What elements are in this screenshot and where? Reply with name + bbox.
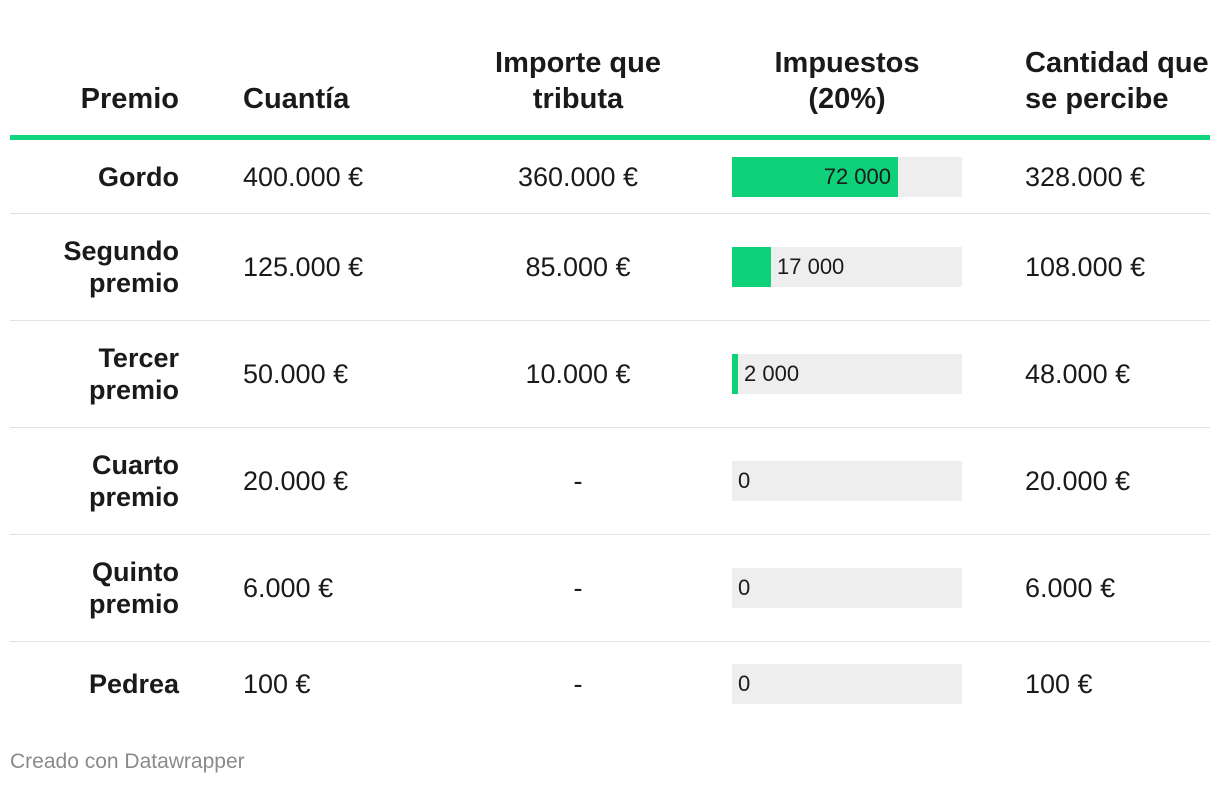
cell-cuantia: 20.000 € xyxy=(243,466,349,496)
cell-premio-line: premio xyxy=(88,375,179,405)
header-cantidad-line-1: Cantidad que xyxy=(1025,47,1209,79)
impuestos-bar xyxy=(732,156,898,197)
table-row: Segundo premio 125.000 € 85.000 € 17 000 108.… xyxy=(10,214,1210,321)
table-row: Quinto premio 6.000 € - 0 6.000 € xyxy=(10,535,1210,642)
footer-credit[interactable]: Creado con Datawrapper xyxy=(10,750,245,773)
cell-importe: 85.000 € xyxy=(525,252,631,282)
cell-cantidad: 108.000 € xyxy=(1025,252,1146,282)
cell-premio-line: premio xyxy=(88,589,179,619)
cell-premio-line: Pedrea xyxy=(88,669,179,699)
impuestos-bar-track: 0 xyxy=(732,568,962,608)
impuestos-bar-track: 2 000 xyxy=(732,354,962,394)
table-row: Tercer premio 50.000 € 10.000 € 2 000 48.000 … xyxy=(10,321,1210,428)
cell-importe: 10.000 € xyxy=(525,359,631,389)
cell-cantidad: 328.000 € xyxy=(1025,161,1146,192)
header-impuestos-line-2: (20%) xyxy=(808,83,886,115)
cell-premio-line: Gordo xyxy=(98,161,179,192)
cell-importe: - xyxy=(573,466,583,496)
cell-cuantia: 50.000 € xyxy=(243,359,349,389)
impuestos-bar-label: 0 xyxy=(738,575,751,600)
impuestos-bar-label: 72 000 xyxy=(823,163,891,189)
cell-cuantia: 125.000 € xyxy=(243,252,364,282)
table-row: Cuarto premio 20.000 € - 0 20.000 € xyxy=(10,428,1210,535)
table-body: Gordo 400.000 € 360.000 € 72 000 328.000 € Se… xyxy=(10,140,1210,726)
table-header: Premio Cuantía Importe que tributa Impue… xyxy=(10,40,1210,140)
header-importe-line-2: tributa xyxy=(532,83,624,115)
header-impuestos-line-1: Impuestos xyxy=(774,47,920,79)
cell-premio: Tercer premio xyxy=(0,342,179,406)
header-importe-line-1: Importe que xyxy=(495,47,661,79)
cell-premio-line: Segundo xyxy=(63,236,180,266)
cell-premio: Quinto premio xyxy=(0,556,179,620)
cell-cantidad: 6.000 € xyxy=(1025,573,1116,603)
header-importe: Importe que tributa xyxy=(478,45,678,117)
impuestos-bar-label: 0 xyxy=(738,671,751,696)
impuestos-bar-track: 0 xyxy=(732,461,962,501)
cell-premio-line: Tercer xyxy=(98,343,179,373)
cell-importe: - xyxy=(573,669,583,699)
cell-premio: Gordo xyxy=(0,161,179,193)
header-cantidad: Cantidad que se percibe xyxy=(1025,45,1215,117)
table-row: Pedrea 100 € - 0 100 € xyxy=(10,642,1210,726)
header-cantidad-line-2: se percibe xyxy=(1025,83,1169,115)
header-premio: Premio xyxy=(0,81,179,117)
header-impuestos: Impuestos (20%) xyxy=(747,45,947,117)
cell-importe: 360.000 € xyxy=(517,161,639,192)
impuestos-bar xyxy=(732,247,771,287)
header-premio-line: Premio xyxy=(80,83,179,115)
cell-cuantia: 6.000 € xyxy=(243,573,334,603)
impuestos-bar-label: 0 xyxy=(738,468,751,493)
impuestos-bar xyxy=(732,354,738,394)
header-cuantia: Cuantía xyxy=(243,81,349,117)
impuestos-bar-track: 72 000 xyxy=(732,156,962,197)
cell-premio-line: Quinto xyxy=(92,557,179,587)
impuestos-bar-label: 17 000 xyxy=(777,254,845,279)
cell-cantidad: 20.000 € xyxy=(1025,466,1131,496)
impuestos-bar-track: 17 000 xyxy=(732,247,962,287)
cell-cuantia: 100 € xyxy=(243,669,311,699)
cell-importe: - xyxy=(573,573,583,603)
cell-premio: Cuarto premio xyxy=(0,449,179,513)
table-row: Gordo 400.000 € 360.000 € 72 000 328.000 € xyxy=(10,140,1210,214)
cell-premio: Pedrea xyxy=(0,668,179,700)
cell-premio: Segundo premio xyxy=(0,235,180,299)
impuestos-bar-track: 0 xyxy=(732,664,962,704)
header-cuantia-line: Cuantía xyxy=(243,83,350,115)
cell-premio-line: premio xyxy=(88,268,179,298)
impuestos-bar-label: 2 000 xyxy=(744,361,800,386)
cell-premio-line: Cuarto xyxy=(92,450,179,480)
cell-premio-line: premio xyxy=(88,482,179,512)
cell-cantidad: 100 € xyxy=(1025,669,1093,699)
cell-cantidad: 48.000 € xyxy=(1025,359,1131,389)
cell-cuantia: 400.000 € xyxy=(243,161,364,192)
